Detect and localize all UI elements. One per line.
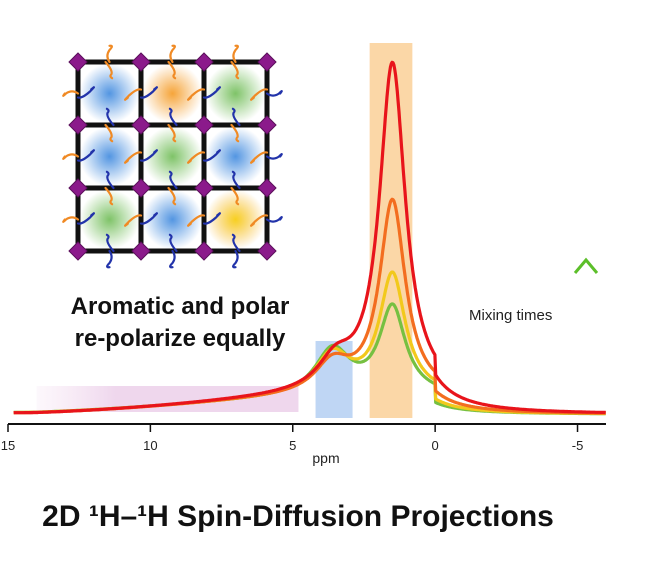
spectrum-series bbox=[12, 60, 607, 416]
side-chain bbox=[139, 149, 158, 162]
pore-glow bbox=[205, 126, 266, 187]
side-chain bbox=[230, 60, 240, 80]
framework-node bbox=[194, 178, 214, 198]
x-tick-label: 5 bbox=[289, 438, 296, 453]
framework-node bbox=[131, 241, 151, 261]
side-chain bbox=[76, 149, 95, 162]
framework-node bbox=[194, 52, 214, 72]
annotation-line-1: Aromatic and polar bbox=[71, 293, 290, 320]
side-chain bbox=[124, 88, 143, 101]
x-tick-label: 0 bbox=[432, 438, 439, 453]
framework-node bbox=[194, 115, 214, 135]
framework-node bbox=[131, 178, 151, 198]
side-chain bbox=[230, 186, 240, 206]
side-chain bbox=[104, 60, 114, 80]
side-chain bbox=[250, 214, 269, 227]
framework-node bbox=[257, 178, 277, 198]
pore-glow bbox=[142, 126, 203, 187]
side-chain bbox=[187, 151, 206, 164]
side-chain bbox=[250, 151, 269, 164]
framework-node bbox=[68, 115, 88, 135]
framework-node bbox=[257, 115, 277, 135]
side-chain bbox=[167, 186, 177, 206]
pore-glow bbox=[142, 63, 203, 124]
side-chain bbox=[187, 214, 206, 227]
framework-node bbox=[68, 178, 88, 198]
side-chain bbox=[104, 123, 114, 143]
mixing-times-arrow-icon bbox=[573, 257, 599, 372]
side-chain bbox=[265, 216, 283, 223]
side-chain bbox=[168, 233, 178, 253]
pore-glow bbox=[142, 189, 203, 250]
side-chain bbox=[265, 153, 283, 160]
x-axis-title: ppm bbox=[312, 450, 339, 466]
side-chain bbox=[62, 153, 80, 160]
side-chain bbox=[167, 60, 177, 80]
x-axis-ticks: 15 10 5 0 -5 bbox=[1, 424, 584, 453]
side-chain bbox=[230, 123, 240, 143]
legend-mixing-times-label: Mixing times bbox=[469, 307, 552, 324]
x-tick-label: 15 bbox=[1, 438, 15, 453]
side-chain bbox=[202, 212, 221, 225]
side-chain bbox=[124, 151, 143, 164]
side-chain bbox=[167, 123, 177, 143]
side-chain bbox=[250, 88, 269, 101]
framework-node bbox=[131, 115, 151, 135]
side-chain bbox=[139, 86, 158, 99]
side-chain bbox=[105, 107, 115, 127]
side-chain bbox=[106, 44, 113, 64]
side-chain bbox=[169, 249, 176, 269]
side-chain bbox=[202, 86, 221, 99]
side-chain bbox=[187, 88, 206, 101]
side-chain bbox=[139, 212, 158, 225]
side-chain bbox=[168, 107, 178, 127]
side-chain bbox=[106, 249, 113, 269]
highlight-broad-region bbox=[36, 386, 299, 412]
side-chain bbox=[105, 170, 115, 190]
pore-glow bbox=[79, 63, 140, 124]
pore-glow bbox=[205, 63, 266, 124]
side-chain bbox=[232, 249, 239, 269]
side-chain bbox=[231, 233, 241, 253]
side-chain bbox=[265, 90, 283, 97]
framework-node bbox=[194, 241, 214, 261]
side-chain bbox=[168, 170, 178, 190]
side-chain bbox=[104, 186, 114, 206]
x-tick-label: 10 bbox=[143, 438, 157, 453]
framework-node bbox=[257, 52, 277, 72]
pore-glow bbox=[205, 189, 266, 250]
side-chain bbox=[76, 212, 95, 225]
side-chain bbox=[202, 149, 221, 162]
side-chain bbox=[231, 170, 241, 190]
spectrum-series-line bbox=[12, 60, 607, 415]
side-chain bbox=[232, 44, 239, 64]
framework-node bbox=[131, 52, 151, 72]
side-chain bbox=[169, 44, 176, 64]
side-chain bbox=[62, 216, 80, 223]
pore-glow bbox=[79, 126, 140, 187]
side-chain bbox=[62, 90, 80, 97]
side-chain bbox=[105, 233, 115, 253]
pore-glow bbox=[79, 189, 140, 250]
framework-node bbox=[68, 241, 88, 261]
annotation-line-2: re-polarize equally bbox=[75, 325, 286, 352]
side-chain bbox=[124, 214, 143, 227]
framework-node bbox=[257, 241, 277, 261]
framework-node bbox=[68, 52, 88, 72]
framework-illustration bbox=[62, 44, 283, 269]
side-chain bbox=[231, 107, 241, 127]
side-chain bbox=[76, 86, 95, 99]
footer-title: 2D ¹H–¹H Spin-Diffusion Projections bbox=[42, 500, 554, 533]
x-tick-label: -5 bbox=[572, 438, 584, 453]
